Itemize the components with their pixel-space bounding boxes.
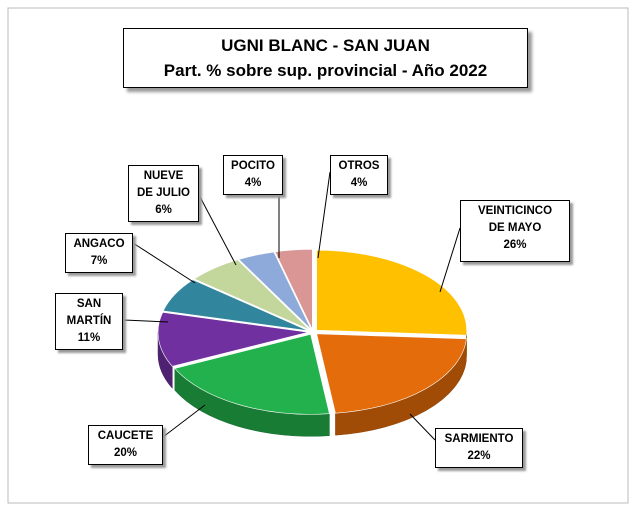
data-label: NUEVE DE JULIO 6%	[128, 165, 199, 222]
data-label: OTROS 4%	[330, 155, 388, 195]
label-value: 26%	[503, 239, 527, 251]
label-category: SARMIENTO	[444, 433, 514, 445]
leader-line	[198, 194, 237, 266]
leader-line	[122, 319, 169, 323]
label-category: ANGACO	[73, 238, 125, 250]
title-box: UGNI BLANC - SAN JUAN Part. % sobre sup.…	[123, 28, 528, 88]
chart-title: UGNI BLANC - SAN JUAN	[221, 36, 430, 55]
chart-subtitle: Part. % sobre sup. provincial - Año 2022	[163, 61, 488, 80]
label-category: POCITO	[231, 160, 275, 172]
label-category: SAN MARTÍN	[66, 298, 112, 327]
pie-slice	[316, 333, 467, 414]
label-value: 20%	[113, 447, 138, 459]
data-label: VEINTICINCO DE MAYO 26%	[460, 200, 570, 262]
leader-line	[409, 413, 436, 441]
pie-slice	[316, 249, 467, 336]
pie-slice	[193, 259, 311, 331]
label-category: OTROS	[338, 160, 380, 172]
leader-line	[162, 404, 206, 438]
pie-slice	[162, 279, 309, 332]
label-value: 4%	[350, 177, 368, 189]
data-label: SARMIENTO 22%	[435, 428, 523, 468]
leader-line	[132, 242, 196, 284]
pie-slice	[174, 333, 330, 415]
label-category: VEINTICINCO DE MAYO	[477, 205, 553, 234]
leader-line	[439, 227, 461, 293]
pie-slice	[274, 249, 313, 330]
pie-slice	[157, 312, 309, 367]
label-value: 6%	[155, 204, 172, 216]
label-value: 11%	[77, 332, 101, 344]
leader-line	[317, 171, 331, 259]
label-category: CAUCETE	[97, 430, 154, 442]
data-label: ANGACO 7%	[65, 233, 133, 273]
data-label: CAUCETE 20%	[88, 425, 163, 465]
data-label: SAN MARTÍN 11%	[55, 293, 123, 350]
label-value: 4%	[244, 177, 262, 189]
label-category: NUEVE DE JULIO	[136, 170, 191, 199]
data-label: POCITO 4%	[223, 155, 283, 195]
pie-slice	[238, 251, 312, 330]
label-value: 22%	[467, 450, 491, 462]
label-value: 7%	[90, 255, 108, 267]
